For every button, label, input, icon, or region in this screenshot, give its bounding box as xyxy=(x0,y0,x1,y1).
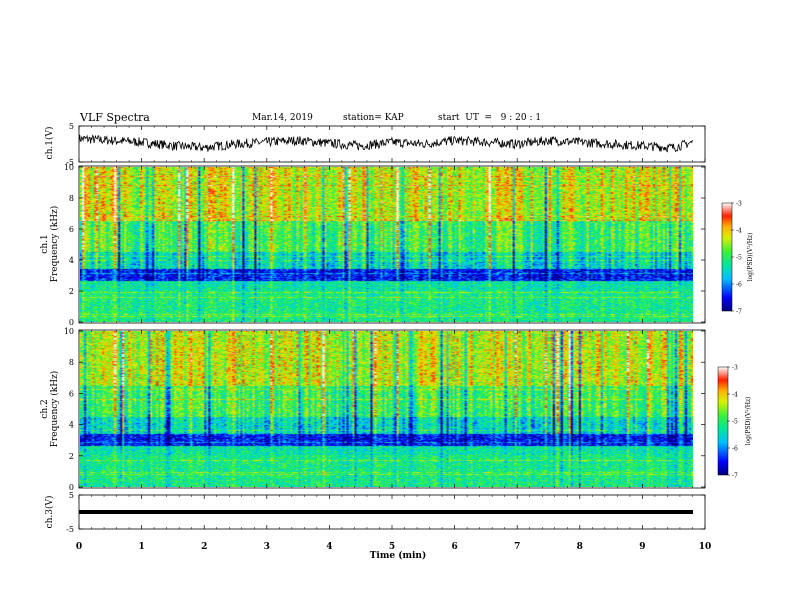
y-tick-label: 0 xyxy=(69,318,74,327)
y-tick-label: 2 xyxy=(69,287,74,296)
x-tick-label: 0 xyxy=(76,542,82,552)
x-tick-label: 2 xyxy=(201,542,207,552)
ch1-waveform-frame xyxy=(78,125,706,163)
colorbar-tick-label: -7 xyxy=(732,473,738,480)
ch2-spec-ylabel: Frequency (kHz) xyxy=(49,371,60,448)
ch2-spectrogram-panel xyxy=(78,329,706,489)
x-tick-label: 3 xyxy=(264,542,270,552)
colorbar-tick-label: -7 xyxy=(736,309,742,316)
ch1-spectrogram-panel xyxy=(78,165,706,324)
y-tick-label: 5 xyxy=(69,122,74,131)
y-tick-label: 0 xyxy=(69,483,74,492)
date-label: Mar.14, 2019 xyxy=(252,113,313,123)
y-tick-label: 4 xyxy=(69,256,74,265)
ch1-waveform-trace xyxy=(78,134,693,153)
y-tick-label: 10 xyxy=(64,163,74,172)
y-tick-label: 5 xyxy=(69,491,74,500)
ch2-spec-ylabel-top: ch.2 xyxy=(40,399,50,418)
y-tick-label: 2 xyxy=(69,452,74,461)
ch1-spec-ylabel-top: ch.1 xyxy=(40,234,50,253)
x-tick-label: 10 xyxy=(699,542,712,552)
y-tick-label: 8 xyxy=(69,358,74,367)
colorbar-tick-label: -6 xyxy=(736,282,742,289)
ch1-waveform-line xyxy=(78,134,693,153)
y-tick-label: 6 xyxy=(69,225,74,234)
x-tick-label: 4 xyxy=(326,542,332,552)
x-tick-label: 7 xyxy=(514,542,520,552)
x-tick-label: 8 xyxy=(577,542,583,552)
ch2-colorbar-label: log(PSD)(V²/Hz) xyxy=(745,397,752,446)
ch1-spec-ylabel: Frequency (kHz) xyxy=(49,206,60,283)
ch1-colorbar-label: log(PSD)(V²/Hz) xyxy=(747,233,754,282)
x-tick-label: 1 xyxy=(138,542,144,552)
colorbar-tick-label: -6 xyxy=(732,446,738,453)
y-tick-label: 8 xyxy=(69,194,74,203)
colorbar-tick-label: -5 xyxy=(732,419,738,426)
colorbar-tick-label: -3 xyxy=(736,201,742,208)
y-tick-label: 6 xyxy=(69,389,74,398)
x-tick-label: 5 xyxy=(389,542,395,552)
y-tick-label: -5 xyxy=(66,158,74,167)
y-tick-label: -5 xyxy=(66,525,74,534)
x-tick-label: 6 xyxy=(451,542,457,552)
chart-title: VLF Spectra xyxy=(80,111,150,124)
ch3-waveform-ylabel: ch.3(V) xyxy=(44,496,55,529)
colorbar-tick-label: -5 xyxy=(736,255,742,262)
colorbar-tick-label: -4 xyxy=(732,392,738,399)
colorbar-tick-label: -4 xyxy=(736,228,742,235)
ch1-waveform-ylabel: ch.1(V) xyxy=(44,127,55,160)
y-tick-label: 4 xyxy=(69,421,74,430)
colorbar-tick-label: -3 xyxy=(732,365,738,372)
station-label: station= KAP xyxy=(343,113,404,123)
x-axis-label: Time (min) xyxy=(370,550,427,561)
start-time-label: start UT = 9 : 20 : 1 xyxy=(438,113,542,123)
x-tick-label: 9 xyxy=(639,542,645,552)
y-tick-label: 10 xyxy=(64,327,74,336)
